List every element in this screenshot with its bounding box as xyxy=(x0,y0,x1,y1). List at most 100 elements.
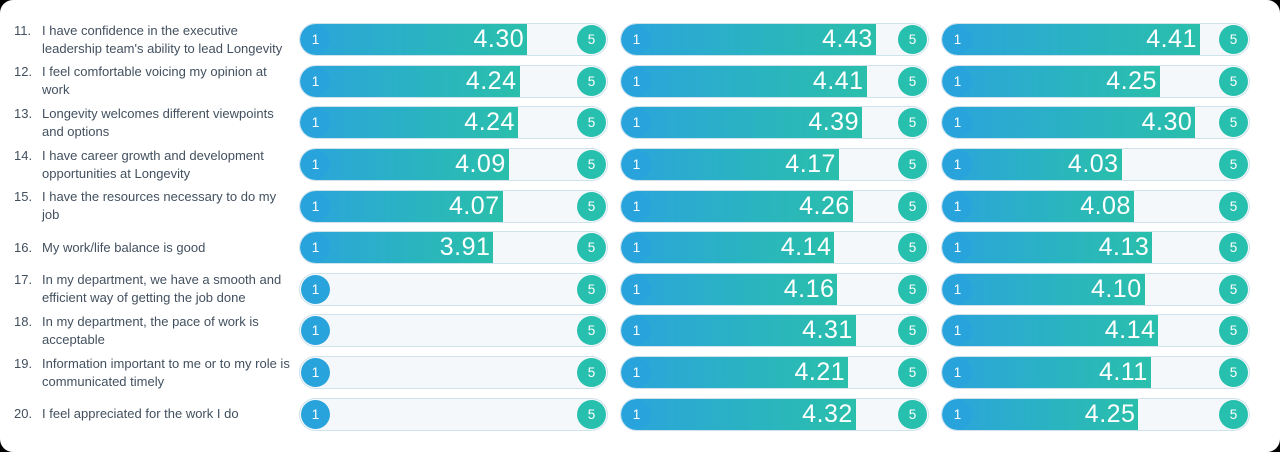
score-value: 4.30 xyxy=(473,25,525,54)
score-value: 4.07 xyxy=(448,191,500,220)
max-scale-badge: 5 xyxy=(1219,25,1248,55)
score-slider-track[interactable]: 4.41 1 5 xyxy=(620,64,929,98)
score-slider-track[interactable]: 4.30 1 5 xyxy=(941,106,1250,140)
min-scale-badge: 1 xyxy=(943,233,972,263)
question-number: 20. xyxy=(14,406,33,422)
max-scale-badge: 5 xyxy=(1219,150,1248,180)
score-value: 4.25 xyxy=(1106,66,1157,95)
survey-row: 12. I feel comfortable voicing my opinion… xyxy=(0,61,1280,103)
question-number: 16. xyxy=(14,239,33,255)
score-slider-track[interactable]: 4.24 1 5 xyxy=(299,106,608,140)
question-text: Longevity welcomes different viewpoints … xyxy=(42,106,274,139)
score-fill-bar: 4.08 xyxy=(942,190,1134,222)
min-scale-badge: 1 xyxy=(301,233,330,263)
score-value: 4.24 xyxy=(465,66,517,95)
max-scale-badge: 5 xyxy=(1219,274,1248,304)
score-slider-track[interactable]: 4.13 1 5 xyxy=(941,231,1250,265)
score-slider-track[interactable]: 4.25 1 5 xyxy=(941,64,1250,98)
score-slider-track[interactable]: 4.32 1 5 xyxy=(620,397,929,431)
score-value: 4.43 xyxy=(822,25,873,54)
min-scale-badge: 1 xyxy=(301,399,330,429)
question-text: In my department, the pace of work is ac… xyxy=(42,314,259,347)
score-slider-track[interactable]: 4.39 1 5 xyxy=(620,106,929,140)
survey-row: 16. My work/life balance is good 3.91 1 5 4.1… xyxy=(0,227,1280,269)
score-slider-track[interactable]: 4.03 1 5 xyxy=(941,148,1250,182)
score-slider-track[interactable]: 3.91 1 5 xyxy=(299,231,608,265)
max-scale-badge: 5 xyxy=(898,191,927,221)
max-scale-badge: 5 xyxy=(898,316,927,346)
max-scale-badge: 5 xyxy=(898,25,927,55)
score-value: 4.26 xyxy=(799,191,850,220)
score-slider-track[interactable]: 4.26 1 5 xyxy=(620,189,929,223)
score-slider-track[interactable]: 4.11 1 5 xyxy=(941,356,1250,390)
score-value: 4.14 xyxy=(1104,316,1156,345)
question-text: I have confidence in the executive leade… xyxy=(42,22,283,56)
score-value: 4.11 xyxy=(1098,358,1148,387)
max-scale-badge: 5 xyxy=(1219,316,1248,346)
score-slider-track[interactable]: 4.16 1 5 xyxy=(620,272,929,306)
score-value: 4.16 xyxy=(783,274,835,303)
question-cell: 18. In my department, the pace of work is… xyxy=(0,313,299,349)
max-scale-badge: 5 xyxy=(898,274,927,304)
score-fill-bar: 4.41 xyxy=(942,24,1200,56)
question-number: 14. xyxy=(14,147,33,163)
score-value: 4.32 xyxy=(802,399,853,428)
score-slider-track[interactable]: 4.24 1 5 xyxy=(299,64,608,98)
score-slider-track[interactable]: 4.41 1 5 xyxy=(941,23,1250,57)
score-fill-bar: 4.25 xyxy=(942,65,1160,97)
question-cell: 19. Information important to me or to my … xyxy=(0,355,299,391)
min-scale-badge: 1 xyxy=(301,25,330,55)
min-scale-badge: 1 xyxy=(622,150,651,180)
min-scale-badge: 1 xyxy=(301,274,330,304)
score-slider-track[interactable]: 4.08 1 5 xyxy=(941,189,1250,223)
question-number: 17. xyxy=(14,272,33,288)
score-fill-bar: 4.11 xyxy=(942,357,1151,389)
min-scale-badge: 1 xyxy=(622,66,651,96)
min-scale-badge: 1 xyxy=(943,191,972,221)
question-number: 13. xyxy=(14,106,33,122)
max-scale-badge: 5 xyxy=(898,399,927,429)
min-scale-badge: 1 xyxy=(943,316,972,346)
survey-row: 11. I have confidence in the executive le… xyxy=(0,19,1280,61)
question-text: My work/life balance is good xyxy=(42,239,206,255)
score-slider-track[interactable]: 4.25 1 5 xyxy=(941,397,1250,431)
score-value: 4.41 xyxy=(812,66,864,95)
score-fill-bar: 4.30 xyxy=(942,107,1196,139)
question-number: 11. xyxy=(14,22,32,38)
question-number: 19. xyxy=(14,355,33,371)
min-scale-badge: 1 xyxy=(943,274,972,304)
survey-row: 14. I have career growth and development … xyxy=(0,144,1280,186)
question-text: I feel appreciated for the work I do xyxy=(42,406,239,422)
score-value: 4.30 xyxy=(1141,108,1193,137)
score-fill-bar: 4.17 xyxy=(621,149,839,181)
question-text: I feel comfortable voicing my opinion at… xyxy=(42,64,267,98)
score-slider-track[interactable]: 4.14 1 5 xyxy=(620,231,929,265)
score-slider-track[interactable]: 4.43 1 5 xyxy=(620,23,929,57)
score-slider-track[interactable]: 4.14 1 5 xyxy=(941,314,1250,348)
max-scale-badge: 5 xyxy=(577,150,606,180)
score-slider-track[interactable]: 4.07 1 5 xyxy=(299,189,608,223)
score-slider-track[interactable]: 4.17 1 5 xyxy=(620,148,929,182)
score-value: 4.10 xyxy=(1090,274,1142,303)
max-scale-badge: 5 xyxy=(1219,233,1248,263)
score-fill-bar: 4.14 xyxy=(942,315,1159,347)
max-scale-badge: 5 xyxy=(1219,66,1248,96)
score-slider-track[interactable]: 4.31 1 5 xyxy=(620,314,929,348)
min-scale-badge: 1 xyxy=(622,274,651,304)
score-slider-track[interactable]: 4.10 1 5 xyxy=(941,272,1250,306)
score-slider-track[interactable]: 4.30 1 5 xyxy=(299,23,608,57)
min-scale-badge: 1 xyxy=(622,191,651,221)
min-scale-badge: 1 xyxy=(301,66,330,96)
question-cell: 11. I have confidence in the executive le… xyxy=(0,22,299,58)
score-slider-track[interactable]: 4.21 1 5 xyxy=(620,356,929,390)
min-scale-badge: 1 xyxy=(622,399,651,429)
min-scale-badge: 1 xyxy=(301,108,330,138)
score-slider-track[interactable]: 4.09 1 5 xyxy=(299,148,608,182)
min-scale-badge: 1 xyxy=(943,358,972,388)
max-scale-badge: 5 xyxy=(577,25,606,55)
